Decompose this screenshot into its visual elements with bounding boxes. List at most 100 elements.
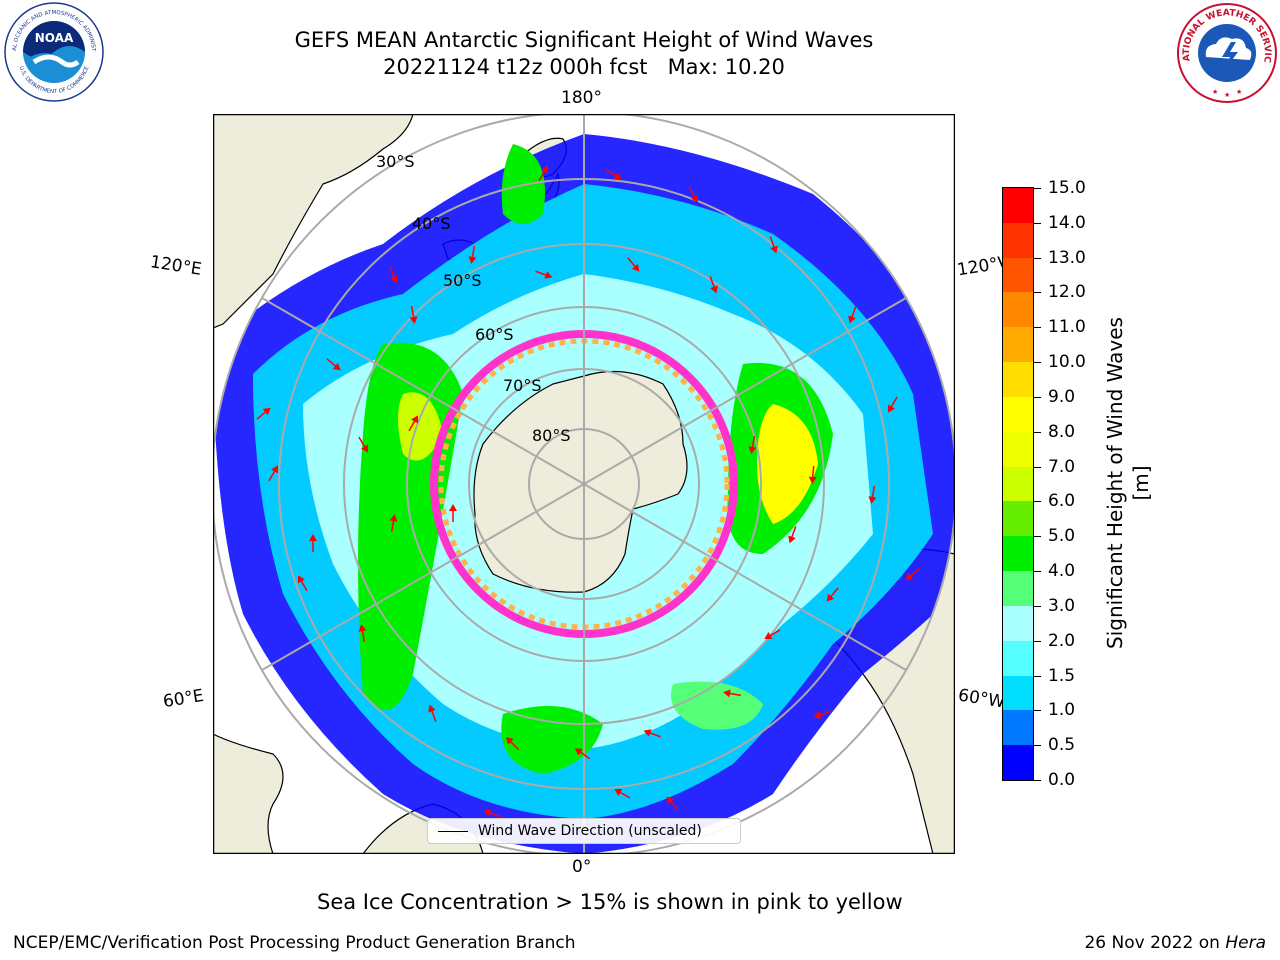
wave-direction-arrow: [409, 305, 418, 324]
noaa-logo-text: NOAA: [35, 31, 74, 45]
lon-label-60e: 60°E: [161, 685, 206, 713]
wave-direction-arrow: [449, 504, 457, 522]
svg-text:★: ★: [1224, 91, 1230, 99]
colorbar-tick-mark: [1033, 780, 1041, 781]
map-title: GEFS MEAN Antarctic Significant Height o…: [294, 28, 874, 52]
colorbar-tick-label: 11.0: [1048, 317, 1086, 338]
colorbar-segment: [1003, 187, 1033, 223]
colorbar-tick-mark: [1033, 431, 1041, 433]
colorbar-tick-label: 1.5: [1048, 665, 1076, 686]
footer-date-text: 26 Nov 2022 on: [1084, 933, 1220, 953]
colorbar-segment: [1003, 605, 1033, 641]
wave-direction-arrow: [788, 526, 797, 544]
colorbar-tick-mark: [1033, 466, 1041, 468]
nws-logo: NATIONAL WEATHER SERVICE ★ ★ ★: [1176, 2, 1277, 103]
colorbar-tick-label: 14.0: [1048, 212, 1086, 233]
wave-direction-arrow: [298, 575, 308, 592]
colorbar-segment: [1003, 222, 1033, 258]
lat-label-50s: 50°S: [443, 271, 482, 290]
wind-wave-arrows: [256, 165, 920, 818]
colorbar-tick-mark: [1033, 396, 1041, 398]
wave-direction-arrow: [389, 514, 398, 533]
colorbar-tick-label: 8.0: [1048, 421, 1076, 442]
wave-direction-arrow: [769, 236, 778, 254]
legend-label: Wind Wave Direction (unscaled): [478, 823, 702, 839]
wave-direction-arrow: [535, 270, 553, 279]
colorbar-segment: [1003, 745, 1033, 780]
noaa-logo: NATIONAL OCEANIC AND ATMOSPHERIC ADMINIS…: [4, 2, 104, 102]
colorbar-segment: [1003, 501, 1033, 537]
colorbar-segment: [1003, 536, 1033, 572]
wave-direction-arrow: [538, 165, 548, 182]
wave-direction-arrow: [666, 796, 679, 811]
svg-text:★: ★: [1236, 88, 1242, 96]
colorbar-label: Significant Height of Wind Waves [m]: [1103, 317, 1153, 649]
colorbar-tick-mark: [1033, 188, 1041, 189]
colorbar-tick-label: 0.0: [1048, 770, 1076, 790]
legend-line-swatch: [438, 831, 468, 832]
colorbar-tick-label: 12.0: [1048, 282, 1086, 303]
colorbar-tick-mark: [1033, 605, 1041, 607]
map-subtitle: 20221124 t12z 000h fcst Max: 10.20: [383, 55, 785, 79]
lat-label-40s: 40°S: [412, 214, 451, 233]
wave-direction-arrow: [574, 748, 590, 760]
colorbar-segment: [1003, 431, 1033, 467]
wave-direction-arrow: [389, 266, 398, 284]
colorbar-segment: [1003, 570, 1033, 606]
colorbar-tick-label: 4.0: [1048, 561, 1076, 582]
colorbar-segment: [1003, 396, 1033, 432]
colorbar-tick-label: 3.0: [1048, 595, 1076, 616]
wave-direction-arrow: [483, 809, 501, 818]
wave-direction-arrow: [428, 704, 437, 722]
wave-direction-arrow: [688, 186, 698, 203]
colorbar-tick-label: 1.0: [1048, 700, 1076, 721]
wave-direction-arrow: [723, 689, 742, 698]
lat-label-80s: 80°S: [532, 426, 571, 445]
wave-direction-arrow: [358, 624, 367, 643]
sea-ice-note: Sea Ice Concentration > 15% is shown in …: [317, 890, 903, 914]
colorbar-tick-mark: [1033, 222, 1041, 224]
lat-label-30s: 30°S: [376, 152, 415, 171]
colorbar-tick-mark: [1033, 292, 1041, 294]
colorbar-segment: [1003, 675, 1033, 711]
wave-direction-arrow: [709, 276, 718, 294]
svg-text:★: ★: [1212, 88, 1218, 96]
colorbar-segment: [1003, 327, 1033, 363]
wave-direction-arrow: [888, 396, 898, 413]
colorbar-tick-mark: [1033, 745, 1041, 747]
wave-direction-arrow: [408, 415, 418, 432]
wave-direction-arrow: [614, 789, 631, 799]
colorbar-segment: [1003, 292, 1033, 328]
colorbar-tick-mark: [1033, 257, 1041, 259]
wave-direction-arrow: [905, 568, 920, 581]
colorbar-tick-label: 0.5: [1048, 735, 1076, 756]
wave-direction-arrow: [808, 465, 817, 484]
wave-direction-arrow: [826, 587, 839, 602]
wave-direction-arrow: [813, 710, 831, 719]
wave-direction-arrow: [868, 485, 877, 504]
lon-label-120e: 120°E: [148, 252, 203, 280]
map-legend: Wind Wave Direction (unscaled): [427, 818, 741, 844]
wave-direction-arrow: [748, 435, 757, 454]
wave-direction-arrow: [627, 257, 640, 272]
colorbar-tick-mark: [1033, 640, 1041, 642]
wave-direction-arrow: [605, 169, 622, 179]
colorbar-tick-label: 13.0: [1048, 247, 1086, 268]
colorbar-tick-mark: [1033, 536, 1041, 538]
lon-label-0: 0°: [572, 857, 592, 877]
wave-direction-arrow: [468, 245, 477, 264]
lat-label-60s: 60°S: [475, 325, 514, 344]
colorbar-tick-mark: [1033, 362, 1041, 364]
colorbar-segment: [1003, 257, 1033, 293]
lon-label-60w: 60°W: [956, 685, 1007, 713]
wave-direction-arrow: [643, 729, 661, 738]
footer-date: 26 Nov 2022 on Hera: [1084, 933, 1266, 953]
colorbar: [1002, 187, 1034, 781]
polar-map: [213, 114, 955, 854]
colorbar-tick-label: 2.0: [1048, 630, 1076, 651]
colorbar-tick-mark: [1033, 501, 1041, 503]
footer-machine: Hera: [1225, 933, 1266, 953]
wave-direction-arrow: [848, 306, 857, 324]
colorbar-segment: [1003, 640, 1033, 676]
colorbar-tick-mark: [1033, 675, 1041, 677]
